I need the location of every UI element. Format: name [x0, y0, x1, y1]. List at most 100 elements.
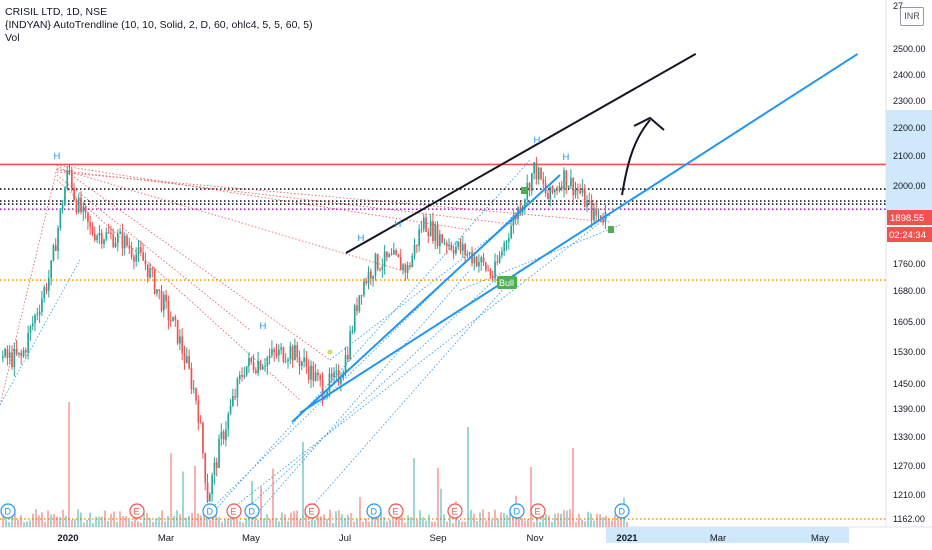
earnings-marker-label: E [393, 507, 399, 517]
candle-body [590, 200, 593, 220]
time-tick-label: Jul [339, 533, 351, 544]
candle-body [220, 431, 223, 439]
candle-body [602, 220, 604, 223]
volume-bar [350, 513, 352, 527]
candle-body [100, 232, 103, 245]
volume-bar [197, 513, 199, 527]
volume-bar [413, 458, 415, 527]
trendline-inner [291, 174, 561, 423]
volume-bar [17, 519, 19, 527]
candle-body [307, 366, 310, 380]
candle-body [89, 222, 92, 227]
volume-bar [26, 521, 28, 527]
volume-bar [293, 510, 295, 527]
dividend-marker-label: D [249, 507, 256, 517]
candle-body [370, 271, 372, 279]
volume-bar [359, 497, 361, 527]
candle-body [485, 262, 487, 270]
candle-body [567, 186, 570, 188]
candle-body [579, 190, 581, 193]
candle-body [560, 186, 563, 190]
volume-bar [530, 467, 532, 527]
candle-body [491, 275, 494, 279]
volume-bar [434, 521, 436, 527]
volume-bar [86, 519, 88, 527]
candle-body [512, 215, 515, 226]
candle-body [427, 231, 430, 237]
symbol-title[interactable]: CRISIL LTD, 1D, NSE [5, 6, 108, 18]
candle-body [376, 254, 379, 270]
candle-body [91, 226, 94, 235]
candle-body [388, 254, 391, 258]
dividend-marker-label: D [5, 507, 12, 517]
volume-bar [356, 519, 358, 527]
candle-body [160, 290, 163, 311]
volume-bar [47, 510, 49, 527]
volume-bar [284, 514, 286, 527]
volume-bar [11, 517, 13, 527]
volume-bar [626, 522, 628, 527]
volume-bar [398, 517, 400, 527]
candle-body [457, 241, 460, 247]
price-tick-label: 2200.00 [893, 123, 926, 133]
price-tick-label: 1162.00 [893, 514, 925, 524]
candle-body [273, 349, 276, 353]
volume-bar [317, 516, 319, 527]
volume-bar [551, 522, 553, 527]
candle-body [319, 375, 322, 380]
volume-title[interactable]: Vol [5, 32, 20, 44]
candle-body [294, 345, 296, 361]
candle-body [328, 373, 331, 392]
volume-bar [566, 510, 568, 527]
candle-body [119, 231, 121, 234]
volume-bar [599, 514, 601, 527]
candle-body [243, 375, 246, 377]
volume-bar [554, 513, 556, 527]
volume-bar [314, 519, 316, 527]
projection-arrow [621, 119, 651, 196]
price-tick-label: 2000.00 [893, 181, 926, 191]
price-tick-label-partial: 27... [893, 1, 911, 11]
indicator-title[interactable]: {INDYAN} AutoTrendline (10, 10, Solid, 2… [5, 19, 313, 31]
candle-body [20, 352, 23, 357]
volume-bar [122, 516, 124, 527]
volume-bar [278, 521, 280, 527]
volume-bar [470, 509, 472, 527]
volume-bar [224, 519, 226, 527]
candle-body [163, 294, 165, 311]
volume-bar [281, 512, 283, 527]
candle-body [250, 357, 253, 363]
countdown-badge [887, 227, 932, 242]
candle-body [473, 257, 476, 264]
volume-bar [20, 515, 22, 527]
earnings-marker [129, 503, 145, 519]
candle-body [112, 233, 115, 248]
candle-body [466, 253, 469, 255]
candle-body [314, 372, 317, 381]
candle-body [588, 200, 591, 202]
candle-body [236, 378, 239, 398]
volume-bar [59, 517, 61, 527]
currency-badge[interactable]: INR [900, 7, 924, 26]
candle-body [475, 257, 478, 267]
candle-body [558, 186, 561, 191]
volume-bar [584, 521, 586, 527]
signal-dot [327, 349, 333, 355]
candle-body [296, 345, 299, 358]
candle-body [245, 366, 248, 376]
candle-body [542, 179, 545, 184]
candle-body [501, 251, 503, 256]
volume-bar [347, 514, 349, 527]
volume-bar [377, 512, 379, 527]
volume-bar [290, 512, 292, 527]
fan-blue-1 [229, 214, 611, 511]
volume-bar [614, 514, 616, 527]
volume-bar [467, 427, 469, 527]
volume-bar [449, 512, 451, 527]
candle-body [409, 265, 411, 268]
candle-body [137, 247, 140, 255]
volume-bar [392, 520, 394, 527]
candle-body [349, 331, 351, 360]
volume-bar [131, 521, 133, 527]
